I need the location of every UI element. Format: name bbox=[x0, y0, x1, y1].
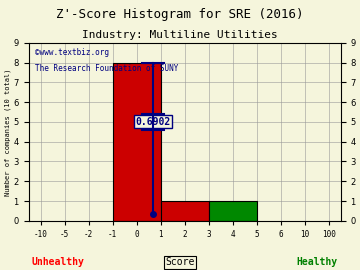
Y-axis label: Number of companies (10 total): Number of companies (10 total) bbox=[4, 68, 11, 195]
Text: Unhealthy: Unhealthy bbox=[31, 257, 84, 267]
Text: 0.6902: 0.6902 bbox=[136, 117, 171, 127]
Text: Industry: Multiline Utilities: Industry: Multiline Utilities bbox=[82, 30, 278, 40]
Bar bbox=[209, 201, 257, 221]
Text: ©www.textbiz.org: ©www.textbiz.org bbox=[35, 48, 109, 57]
Text: Healthy: Healthy bbox=[296, 257, 337, 267]
Text: Z'-Score Histogram for SRE (2016): Z'-Score Histogram for SRE (2016) bbox=[56, 8, 304, 21]
Bar bbox=[161, 201, 209, 221]
Text: The Research Foundation of SUNY: The Research Foundation of SUNY bbox=[35, 64, 178, 73]
Text: Score: Score bbox=[165, 257, 195, 267]
Bar bbox=[113, 63, 161, 221]
